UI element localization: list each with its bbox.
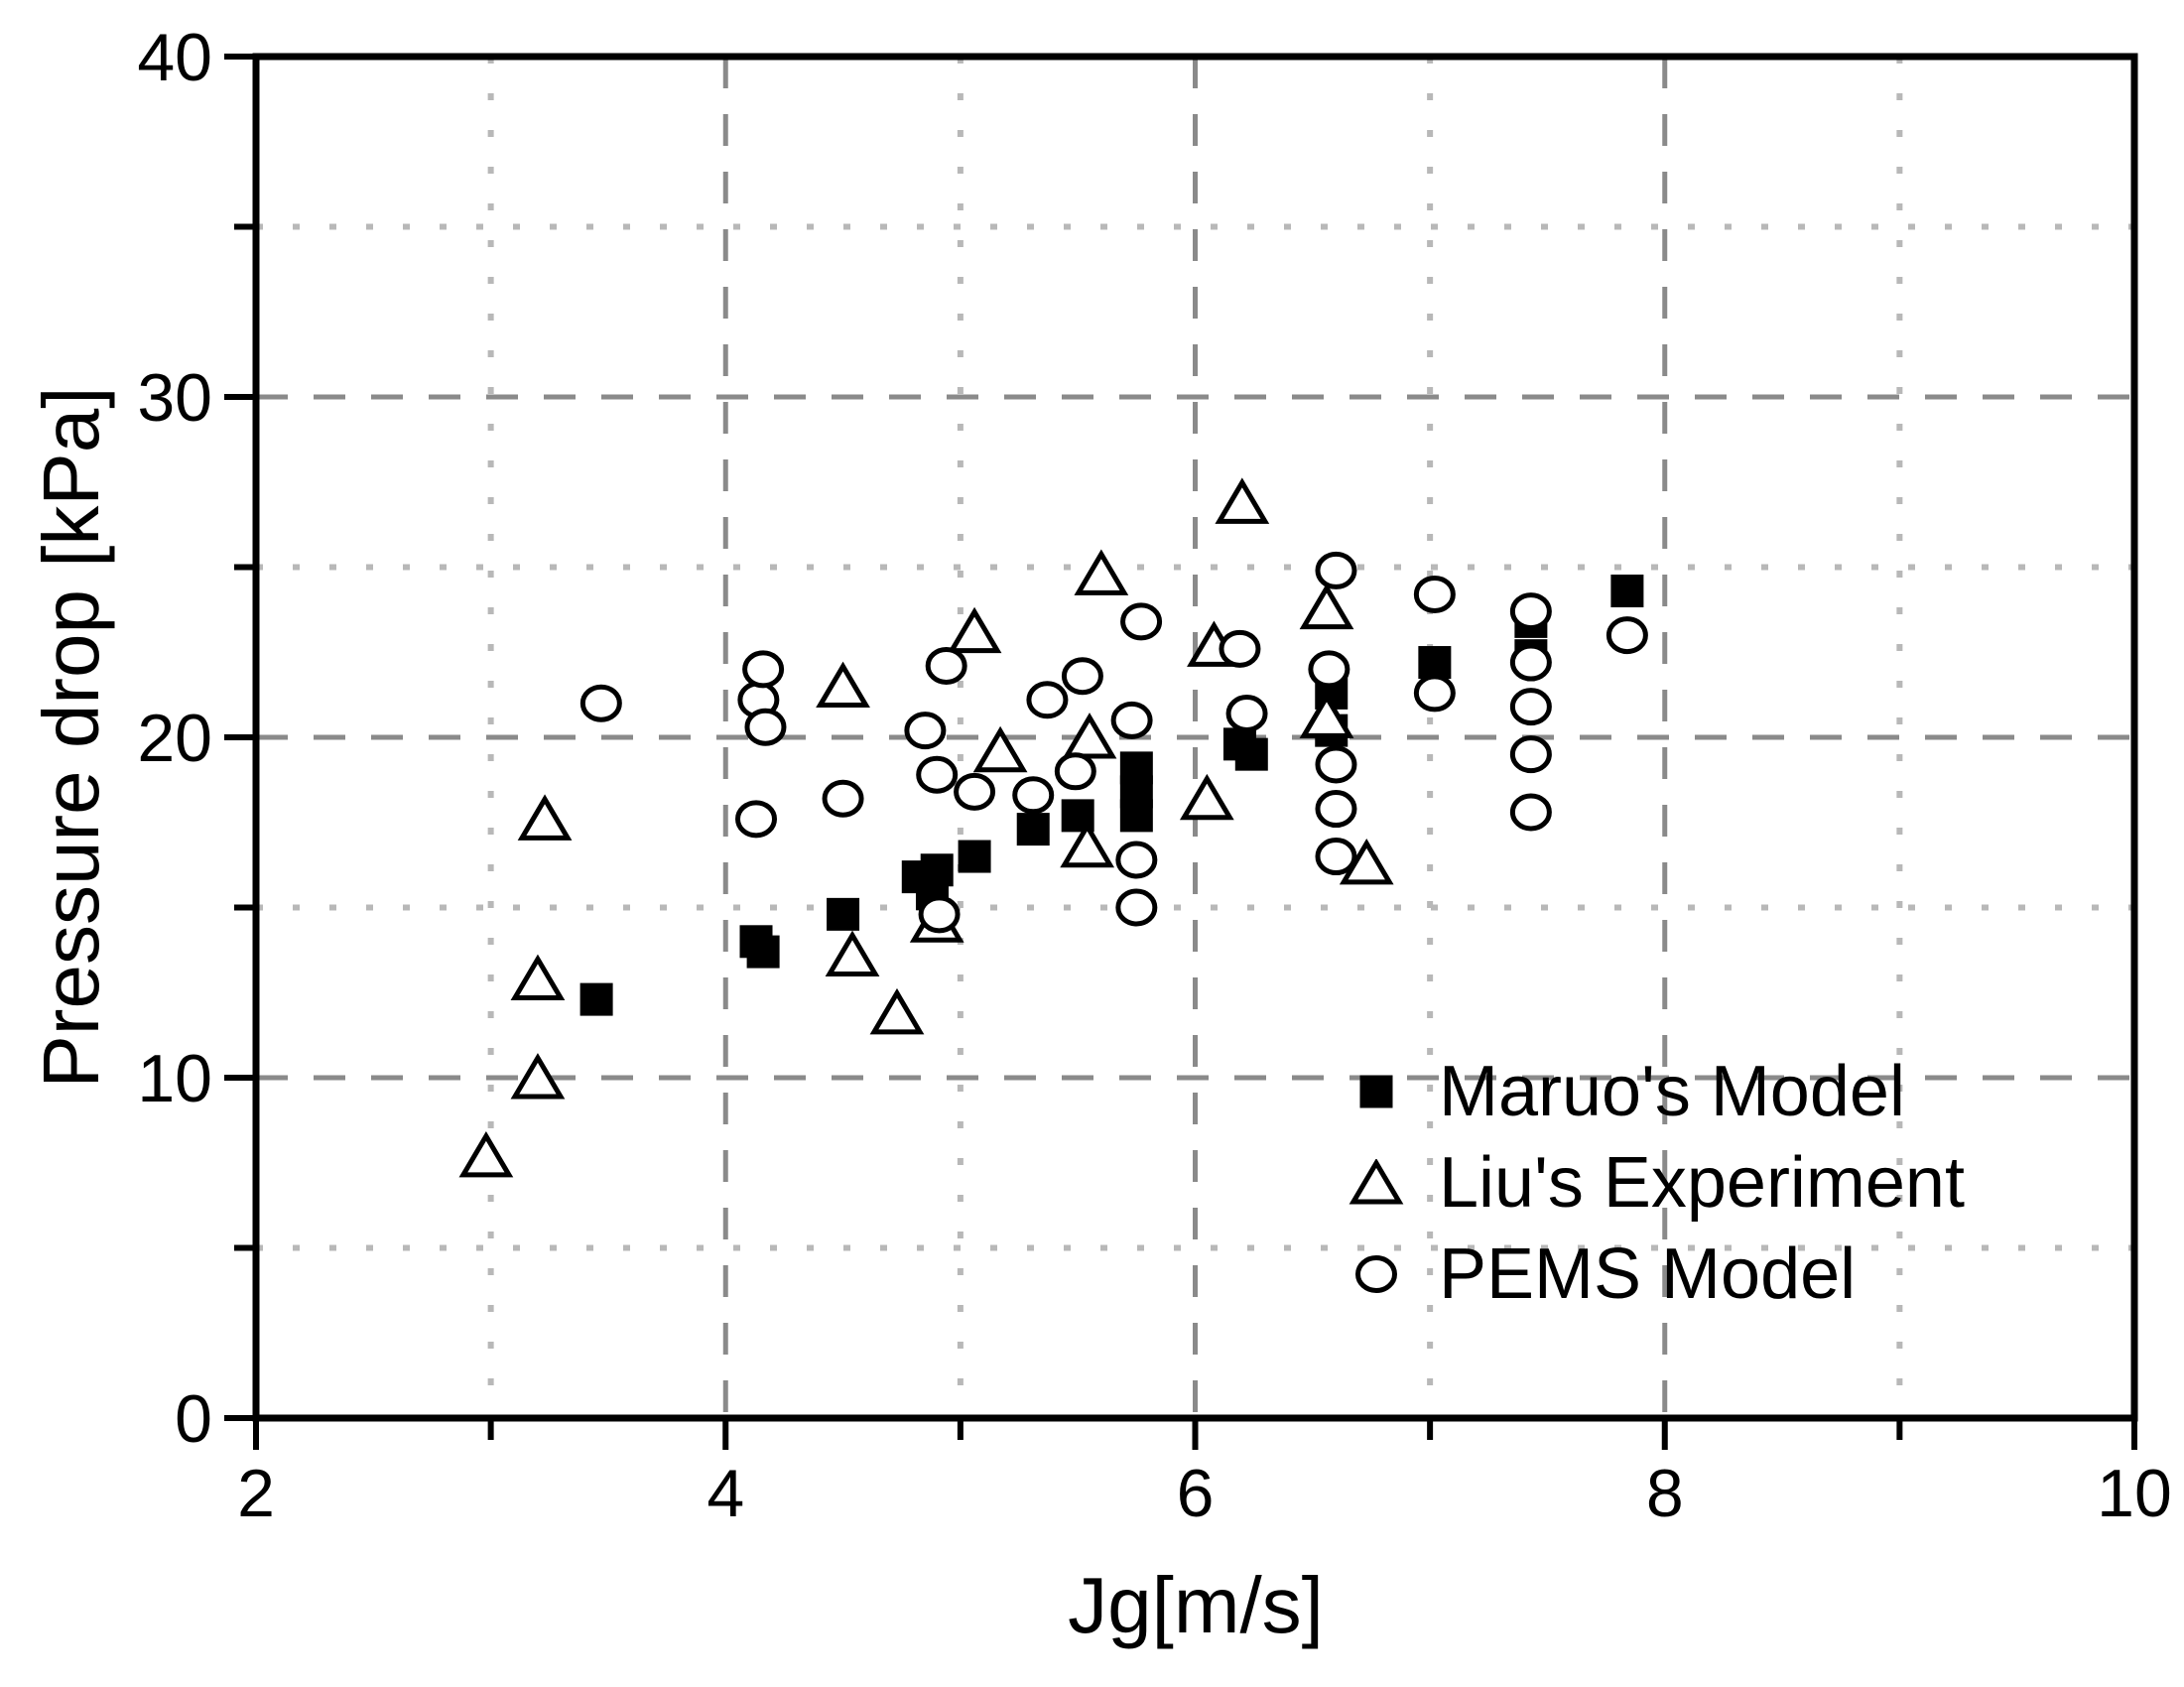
data-point-circle [1315,790,1357,829]
data-point-circle [1219,629,1261,668]
data-point-triangle [510,1053,566,1100]
data-point-square [746,935,780,969]
data-point-triangle [1215,477,1270,524]
data-point-circle [1308,650,1350,689]
data-point-triangle [869,987,925,1035]
x-axis-title: Jg[m/s] [1068,1561,1324,1649]
data-point-triangle [1179,773,1234,821]
data-point-triangle [458,1130,514,1178]
legend-row-maruo: Maruo's Model [1342,1046,1965,1137]
data-point-circle [916,755,959,794]
legend-row-pems: PEMS Model [1342,1229,1965,1320]
data-point-circle [1054,752,1096,791]
x-tick-label: 4 [707,1456,744,1531]
data-point-triangle [816,661,870,709]
data-point-square [1119,751,1153,785]
data-point-circle [744,708,787,746]
data-point-square [1016,813,1050,846]
data-point-circle [1225,694,1268,732]
y-tick-label: 10 [137,1041,212,1116]
open-circle-marker-icon [1355,1255,1397,1293]
data-point-triangle [825,930,880,977]
data-point-circle [904,712,947,750]
data-point-circle [1315,838,1357,876]
legend-label-pems: PEMS Model [1439,1234,1857,1314]
data-point-square [1610,575,1644,608]
data-point-circle [742,650,785,689]
legend: Maruo's Model Liu's Experiment PEMS Mode… [1342,1046,1965,1320]
y-tick-label: 20 [137,701,212,776]
data-point-circle [1509,592,1552,631]
data-point-square [920,853,954,887]
data-point-triangle [1062,713,1117,759]
data-point-triangle [1074,549,1129,595]
data-point-triangle [1299,583,1354,630]
data-point-triangle [972,725,1028,773]
data-point-circle [1012,776,1055,815]
data-point-circle [925,646,967,685]
data-point-square [1418,646,1452,680]
y-tick-label: 40 [137,20,212,95]
data-point-circle [1413,674,1456,713]
open-triangle-marker-icon [1349,1159,1404,1205]
data-point-circle [1315,745,1357,784]
data-point-square [1234,737,1268,771]
data-point-circle [1509,735,1552,774]
data-point-circle [1026,681,1069,719]
data-point-square [958,840,991,873]
data-point-circle [1115,888,1158,927]
data-point-circle [1606,616,1648,655]
data-point-circle [1110,701,1153,739]
data-point-circle [954,772,996,811]
data-point-circle [918,895,961,934]
x-tick-label: 6 [1177,1456,1215,1531]
data-point-circle [579,684,622,722]
data-point-circle [1413,575,1456,613]
data-point-triangle [1299,692,1354,738]
data-point-circle [1120,602,1163,641]
y-tick-label: 0 [175,1381,212,1457]
data-point-circle [822,779,864,818]
data-point-square [579,982,613,1016]
data-point-triangle [947,606,1002,654]
filled-square-marker-icon [1359,1075,1393,1108]
y-axis-title: Pressure drop [kPa] [27,386,115,1089]
legend-label-maruo: Maruo's Model [1439,1052,1905,1131]
data-point-circle [1115,841,1158,879]
data-point-circle [735,800,778,839]
x-tick-label: 10 [2097,1456,2172,1531]
data-point-square [827,897,860,931]
data-point-circle [1509,688,1552,726]
data-point-triangle [510,954,566,1001]
y-tick-label: 30 [137,360,212,436]
data-point-circle [1509,643,1552,682]
data-point-triangle [517,794,573,841]
data-point-circle [1509,793,1552,832]
x-tick-label: 8 [1646,1456,1684,1531]
legend-label-liu: Liu's Experiment [1439,1143,1965,1223]
data-point-circle [1061,657,1103,696]
x-tick-label: 2 [237,1456,275,1531]
data-point-triangle [1060,821,1115,868]
legend-row-liu: Liu's Experiment [1342,1137,1965,1229]
data-point-circle [1315,551,1357,589]
